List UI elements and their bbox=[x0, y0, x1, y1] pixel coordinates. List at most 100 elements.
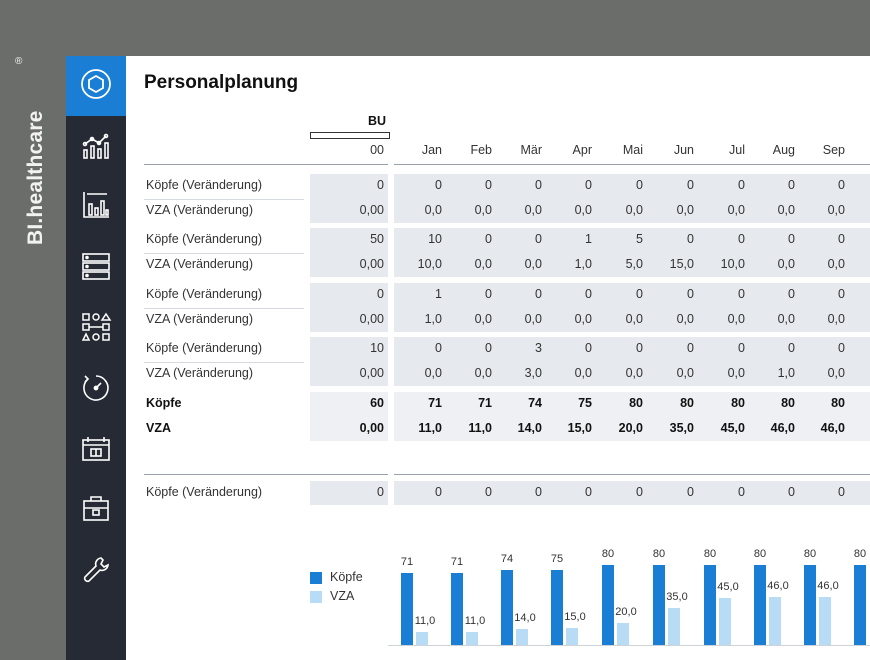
table-cell[interactable]: 0,0 bbox=[827, 203, 845, 217]
table-cell[interactable]: 0 bbox=[535, 232, 542, 246]
table-cell[interactable]: 0,0 bbox=[777, 312, 795, 326]
table-cell[interactable]: 1,0 bbox=[424, 312, 442, 326]
table-cell[interactable]: 0 bbox=[738, 287, 745, 301]
table-cell[interactable]: 0 bbox=[585, 178, 592, 192]
table-cell[interactable]: 0,00 bbox=[359, 203, 384, 217]
sidebar-item-server[interactable] bbox=[66, 239, 126, 297]
table-cell[interactable]: 0 bbox=[788, 485, 795, 499]
table-cell[interactable]: 0,00 bbox=[359, 312, 384, 326]
table-cell[interactable]: 0 bbox=[788, 287, 795, 301]
table-cell[interactable]: 1 bbox=[585, 232, 592, 246]
table-cell[interactable]: 0 bbox=[788, 341, 795, 355]
table-cell[interactable]: 10,0 bbox=[720, 257, 745, 271]
table-cell[interactable]: 0 bbox=[377, 485, 384, 499]
table-cell[interactable]: 0 bbox=[838, 287, 845, 301]
table-cell[interactable]: 0 bbox=[838, 178, 845, 192]
table-cell[interactable]: 0 bbox=[687, 232, 694, 246]
table-cell[interactable]: 0,0 bbox=[474, 312, 492, 326]
table-cell[interactable]: 0 bbox=[485, 232, 492, 246]
table-cell[interactable]: 1 bbox=[435, 287, 442, 301]
table-cell[interactable]: 0,0 bbox=[424, 203, 442, 217]
table-cell[interactable]: 0 bbox=[738, 341, 745, 355]
table-cell[interactable]: 10 bbox=[370, 341, 384, 355]
table-cell[interactable]: 0,0 bbox=[827, 257, 845, 271]
table-cell[interactable]: 0,0 bbox=[524, 203, 542, 217]
table-cell[interactable]: 0 bbox=[377, 287, 384, 301]
table-cell[interactable]: 0 bbox=[535, 485, 542, 499]
table-cell[interactable]: 0,0 bbox=[676, 366, 694, 380]
table-cell[interactable]: 0 bbox=[535, 178, 542, 192]
table-cell[interactable]: 0 bbox=[636, 341, 643, 355]
table-cell[interactable]: 5 bbox=[636, 232, 643, 246]
table-cell[interactable]: 0 bbox=[788, 232, 795, 246]
table-cell[interactable]: 0 bbox=[585, 287, 592, 301]
table-cell[interactable]: 0 bbox=[687, 178, 694, 192]
table-cell[interactable]: 3 bbox=[535, 341, 542, 355]
table-cell[interactable]: 15,0 bbox=[669, 257, 694, 271]
table-cell[interactable]: 0,00 bbox=[359, 366, 384, 380]
table-cell[interactable]: 0,0 bbox=[777, 203, 795, 217]
table-cell[interactable]: 0,0 bbox=[574, 203, 592, 217]
table-cell[interactable]: 0,0 bbox=[474, 203, 492, 217]
table-cell[interactable]: 0 bbox=[687, 485, 694, 499]
table-cell[interactable]: 1,0 bbox=[574, 257, 592, 271]
table-cell[interactable]: 0,0 bbox=[777, 257, 795, 271]
table-cell[interactable]: 5,0 bbox=[625, 257, 643, 271]
table-cell[interactable]: 0,0 bbox=[424, 366, 442, 380]
table-cell[interactable]: 0,0 bbox=[727, 203, 745, 217]
table-cell[interactable]: 0 bbox=[435, 485, 442, 499]
table-cell[interactable]: 1,0 bbox=[777, 366, 795, 380]
table-cell[interactable]: 0 bbox=[585, 485, 592, 499]
sidebar-item-wrench[interactable] bbox=[66, 543, 126, 601]
table-cell[interactable]: 0 bbox=[585, 341, 592, 355]
sidebar-item-hexagon[interactable] bbox=[66, 56, 126, 116]
table-cell[interactable]: 0 bbox=[788, 178, 795, 192]
table-cell[interactable]: 0 bbox=[838, 485, 845, 499]
table-cell[interactable]: 0,0 bbox=[474, 257, 492, 271]
table-cell[interactable]: 0 bbox=[636, 178, 643, 192]
bu-slicer[interactable] bbox=[310, 132, 390, 139]
table-cell[interactable]: 10,0 bbox=[417, 257, 442, 271]
table-cell[interactable]: 0,0 bbox=[625, 366, 643, 380]
table-cell[interactable]: 0 bbox=[738, 485, 745, 499]
table-cell[interactable]: 0 bbox=[535, 287, 542, 301]
table-cell[interactable]: 0 bbox=[687, 287, 694, 301]
table-cell[interactable]: 0 bbox=[435, 178, 442, 192]
sidebar-item-dial[interactable] bbox=[66, 361, 126, 419]
table-cell[interactable]: 0,0 bbox=[727, 312, 745, 326]
table-cell[interactable]: 0 bbox=[435, 341, 442, 355]
table-cell[interactable]: 0,0 bbox=[676, 203, 694, 217]
table-cell[interactable]: 0,0 bbox=[625, 312, 643, 326]
table-cell[interactable]: 3,0 bbox=[524, 366, 542, 380]
table-cell[interactable]: 0 bbox=[738, 232, 745, 246]
table-cell[interactable]: 0,0 bbox=[827, 312, 845, 326]
table-cell[interactable]: 0 bbox=[636, 287, 643, 301]
sidebar-item-calendar[interactable] bbox=[66, 422, 126, 480]
table-cell[interactable]: 0 bbox=[636, 485, 643, 499]
table-cell[interactable]: 0,0 bbox=[524, 312, 542, 326]
sidebar-item-bar-chart[interactable] bbox=[66, 178, 126, 236]
sidebar-item-diagram[interactable] bbox=[66, 300, 126, 358]
table-cell[interactable]: 0 bbox=[738, 178, 745, 192]
table-cell[interactable]: 0 bbox=[485, 287, 492, 301]
table-cell[interactable]: 50 bbox=[370, 232, 384, 246]
table-cell[interactable]: 0,0 bbox=[474, 366, 492, 380]
table-cell[interactable]: 0,0 bbox=[727, 366, 745, 380]
table-cell[interactable]: 0,00 bbox=[359, 257, 384, 271]
table-cell[interactable]: 0 bbox=[838, 232, 845, 246]
table-cell[interactable]: 0 bbox=[485, 178, 492, 192]
sidebar-item-briefcase[interactable] bbox=[66, 481, 126, 539]
table-cell[interactable]: 10 bbox=[428, 232, 442, 246]
table-cell[interactable]: 0 bbox=[377, 178, 384, 192]
table-cell[interactable]: 0,0 bbox=[524, 257, 542, 271]
table-cell[interactable]: 0,0 bbox=[676, 312, 694, 326]
table-cell[interactable]: 0,0 bbox=[625, 203, 643, 217]
table-cell[interactable]: 0,0 bbox=[574, 312, 592, 326]
table-cell[interactable]: 0,0 bbox=[827, 366, 845, 380]
table-cell[interactable]: 0,0 bbox=[574, 366, 592, 380]
table-cell[interactable]: 0 bbox=[687, 341, 694, 355]
table-cell[interactable]: 0 bbox=[485, 485, 492, 499]
sidebar-item-analytics[interactable] bbox=[66, 120, 126, 178]
table-cell[interactable]: 0 bbox=[485, 341, 492, 355]
table-cell[interactable]: 0 bbox=[838, 341, 845, 355]
